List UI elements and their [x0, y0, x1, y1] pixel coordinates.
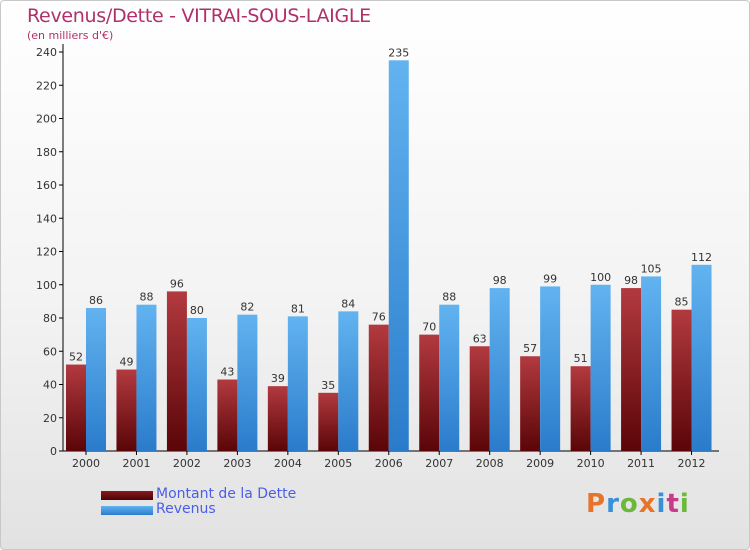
- x-tick-label: 2003: [223, 457, 251, 470]
- y-tick-label: 240: [36, 46, 57, 59]
- y-tick-label: 40: [43, 379, 57, 392]
- x-tick-label: 2004: [274, 457, 302, 470]
- value-label-dette: 51: [574, 352, 588, 365]
- value-label-dette: 49: [119, 356, 133, 369]
- x-tick-label: 2012: [678, 457, 706, 470]
- x-tick-label: 2008: [476, 457, 504, 470]
- bar-revenus: [136, 304, 157, 451]
- y-tick-label: 160: [36, 179, 57, 192]
- logo-letter: r: [606, 489, 620, 519]
- chart-subtitle: (en milliers d'€): [27, 29, 114, 42]
- bar-revenus: [641, 276, 662, 451]
- value-label-dette: 35: [321, 379, 335, 392]
- y-tick-label: 180: [36, 146, 57, 159]
- y-tick-label: 80: [43, 312, 57, 325]
- bar-revenus: [186, 318, 207, 451]
- value-label-revenus: 88: [139, 291, 153, 304]
- x-tick-label: 2009: [526, 457, 554, 470]
- bar-revenus: [237, 314, 258, 451]
- bar-revenus: [691, 264, 712, 451]
- y-tick-label: 100: [36, 279, 57, 292]
- y-tick-label: 60: [43, 345, 57, 358]
- value-label-dette: 96: [170, 277, 184, 290]
- value-label-revenus: 112: [691, 251, 712, 264]
- bar-dette: [318, 392, 339, 451]
- x-tick-label: 2011: [627, 457, 655, 470]
- chart-title: Revenus/Dette - VITRAI-SOUS-LAIGLE: [27, 5, 371, 27]
- value-label-revenus: 88: [442, 291, 456, 304]
- bar-dette: [368, 324, 389, 451]
- value-label-revenus: 82: [240, 301, 254, 314]
- value-label-dette: 43: [220, 366, 234, 379]
- bar-revenus: [590, 284, 611, 451]
- logo-letter: t: [666, 489, 680, 519]
- logo-letter: x: [638, 489, 657, 519]
- y-tick-label: 220: [36, 79, 57, 92]
- y-tick-label: 200: [36, 113, 57, 126]
- bar-revenus: [540, 286, 561, 451]
- bar-dette: [520, 356, 541, 451]
- legend-label-dette: Montant de la Dette: [156, 486, 297, 502]
- y-tick-label: 20: [43, 412, 57, 425]
- x-tick-label: 2001: [122, 457, 150, 470]
- bar-dette: [166, 291, 187, 451]
- value-label-revenus: 80: [190, 304, 204, 317]
- value-label-dette: 85: [675, 296, 689, 309]
- x-tick-label: 2002: [173, 457, 201, 470]
- bar-revenus: [489, 288, 510, 451]
- value-label-revenus: 99: [543, 272, 557, 285]
- bar-dette: [419, 334, 440, 451]
- value-label-dette: 70: [422, 321, 436, 334]
- logo-letter: o: [619, 489, 639, 519]
- value-label-revenus: 105: [641, 262, 662, 275]
- x-tick-label: 2007: [425, 457, 453, 470]
- bar-dette: [267, 386, 288, 451]
- bar-dette: [671, 309, 692, 451]
- bar-dette: [217, 379, 238, 451]
- bar-revenus: [287, 316, 308, 451]
- value-label-revenus: 86: [89, 294, 103, 307]
- legend-swatch-dette: [101, 491, 153, 500]
- value-labels: 52 86 49 88 96 80 43 82 39 81 35 84 76 235 70 88 63 98 57 9…: [69, 46, 712, 392]
- value-label-dette: 57: [523, 342, 537, 355]
- x-tick-label: 2010: [577, 457, 605, 470]
- value-label-revenus: 100: [590, 271, 611, 284]
- x-tick-label: 2005: [324, 457, 352, 470]
- bars: [66, 60, 712, 451]
- value-label-dette: 39: [271, 372, 285, 385]
- bar-revenus: [338, 311, 359, 451]
- logo-letter: i: [679, 489, 690, 519]
- x-tick-label: 2006: [375, 457, 403, 470]
- y-tick-label: 0: [50, 445, 57, 458]
- y-tick-label: 140: [36, 212, 57, 225]
- bar-dette: [66, 364, 86, 451]
- value-label-revenus: 81: [291, 302, 305, 315]
- y-tick-label: 120: [36, 246, 57, 259]
- logo-letter: i: [656, 489, 667, 519]
- logo-letter: P: [586, 489, 607, 519]
- value-label-dette: 76: [372, 311, 386, 324]
- bar-dette: [570, 366, 591, 451]
- bar-revenus: [86, 308, 106, 451]
- bar-dette: [621, 288, 642, 451]
- value-label-revenus: 84: [341, 297, 355, 310]
- proxiti-logo: Proxiti: [586, 489, 690, 519]
- value-label-dette: 98: [624, 274, 638, 287]
- bar-revenus: [388, 60, 409, 451]
- legend-swatch-revenus: [101, 506, 153, 515]
- x-tick-label: 2000: [72, 457, 100, 470]
- value-label-dette: 52: [69, 351, 83, 364]
- bar-dette: [469, 346, 490, 451]
- value-label-revenus: 98: [493, 274, 507, 287]
- value-label-revenus: 235: [388, 46, 409, 59]
- bar-revenus: [439, 304, 460, 451]
- bar-dette: [116, 369, 137, 451]
- value-label-dette: 63: [473, 332, 487, 345]
- legend-label-revenus: Revenus: [156, 501, 216, 517]
